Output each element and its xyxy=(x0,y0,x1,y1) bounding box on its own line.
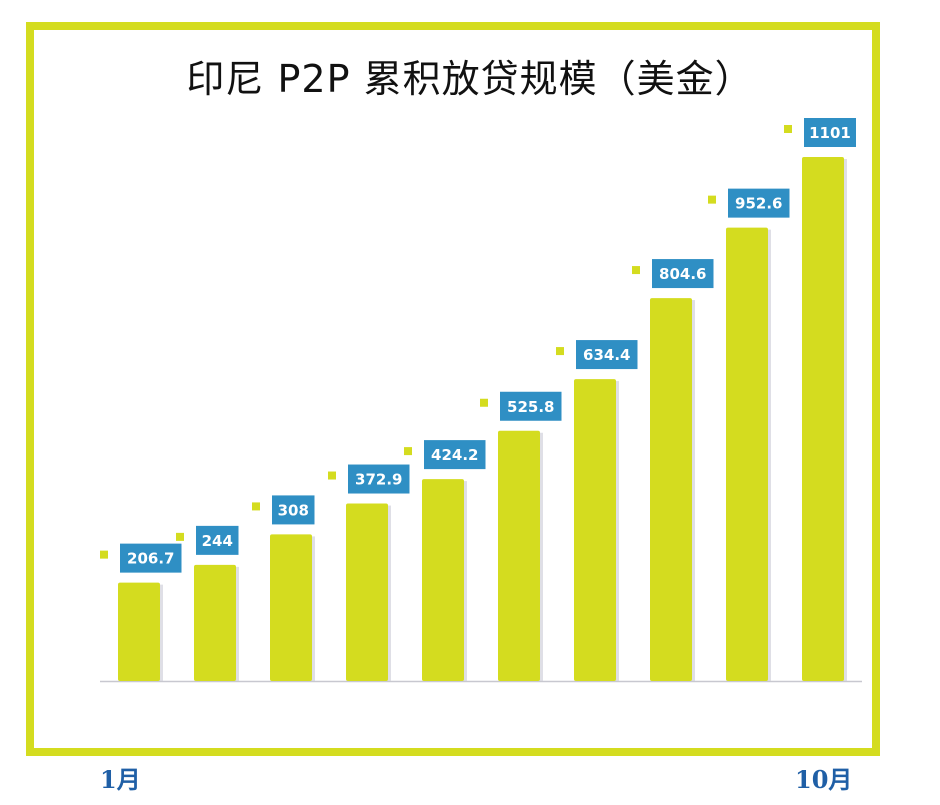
data-label-box xyxy=(196,525,239,555)
label-marker xyxy=(404,447,412,456)
data-label: 634.4 xyxy=(583,346,630,364)
data-label: 308 xyxy=(278,501,309,519)
data-label: 206.7 xyxy=(127,550,174,568)
x-label-first: 1月 xyxy=(100,765,141,794)
bar xyxy=(498,430,540,681)
data-label-box xyxy=(576,340,638,370)
label-marker xyxy=(784,125,792,133)
label-marker xyxy=(252,502,260,511)
data-label-box xyxy=(804,118,856,147)
bar xyxy=(726,227,768,681)
label-marker xyxy=(632,266,640,275)
data-label: 952.6 xyxy=(735,195,782,213)
data-label-box xyxy=(652,259,714,289)
label-marker xyxy=(708,195,716,204)
label-marker xyxy=(556,347,564,356)
data-label: 372.9 xyxy=(355,471,402,489)
data-label: 804.6 xyxy=(659,265,706,283)
label-marker xyxy=(100,550,108,559)
x-label-last: 10月 xyxy=(795,765,853,794)
data-label: 525.8 xyxy=(507,398,554,416)
label-marker xyxy=(328,471,336,480)
data-label-box xyxy=(272,495,315,525)
data-label-box xyxy=(348,464,410,494)
bar xyxy=(802,157,844,681)
chart-title: 印尼 P2P 累积放贷规模（美金） xyxy=(186,57,754,101)
data-label: 424.2 xyxy=(431,446,478,464)
data-label-box xyxy=(500,391,562,421)
data-label-box xyxy=(728,188,790,218)
bar xyxy=(574,379,616,681)
bar xyxy=(270,534,312,681)
data-label-box xyxy=(424,440,486,470)
data-label: 244 xyxy=(202,532,233,550)
bar xyxy=(422,479,464,681)
bar xyxy=(118,582,160,681)
data-label: 1101 xyxy=(809,124,851,142)
data-label-box xyxy=(120,543,182,573)
label-marker xyxy=(480,398,488,407)
bar xyxy=(194,564,236,681)
label-marker xyxy=(176,532,184,541)
bar xyxy=(346,503,388,681)
bar xyxy=(650,298,692,681)
